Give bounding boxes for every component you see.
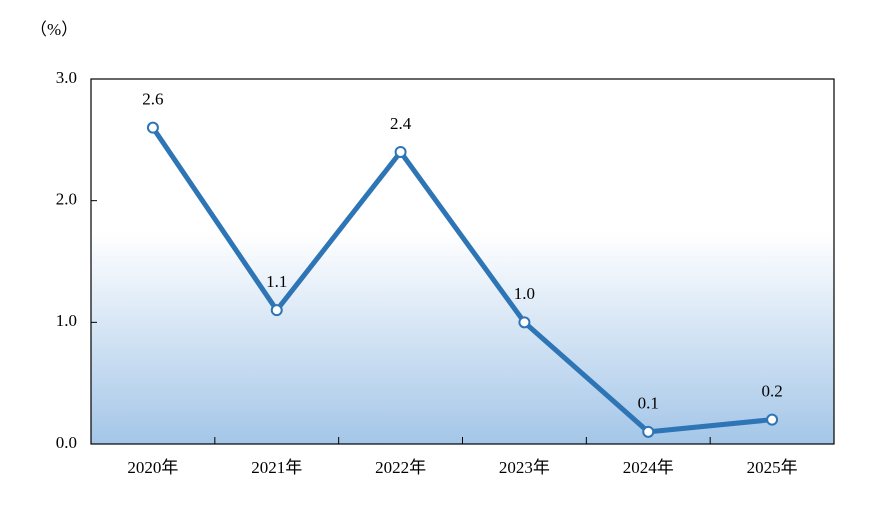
value-label: 2.4 xyxy=(390,114,412,133)
plot-area xyxy=(90,78,835,445)
point xyxy=(270,304,283,317)
value-label: 2.6 xyxy=(142,90,163,109)
x-tick-label: 2022年 xyxy=(375,458,426,477)
y-axis-label: （%） xyxy=(30,20,78,39)
point xyxy=(642,425,655,438)
y-tick-label: 0.0 xyxy=(56,433,77,452)
value-label: 1.1 xyxy=(266,272,287,291)
point xyxy=(518,316,531,329)
point xyxy=(146,121,159,134)
y-tick-label: 1.0 xyxy=(56,311,77,330)
x-tick-label: 2023年 xyxy=(499,458,550,477)
value-label: 0.2 xyxy=(761,382,782,401)
point xyxy=(394,146,407,158)
value-label: 1.0 xyxy=(514,284,535,303)
y-tick-label: 3.0 xyxy=(56,68,77,87)
x-tick-label: 2024年 xyxy=(623,458,674,477)
x-tick-label: 2020年 xyxy=(127,458,178,477)
point xyxy=(766,413,779,426)
x-tick-label: 2025年 xyxy=(747,458,798,477)
value-label: 0.1 xyxy=(638,394,659,413)
x-tick-label: 2021年 xyxy=(251,458,302,477)
data-line xyxy=(150,126,773,435)
y-tick-label: 2.0 xyxy=(56,190,77,209)
